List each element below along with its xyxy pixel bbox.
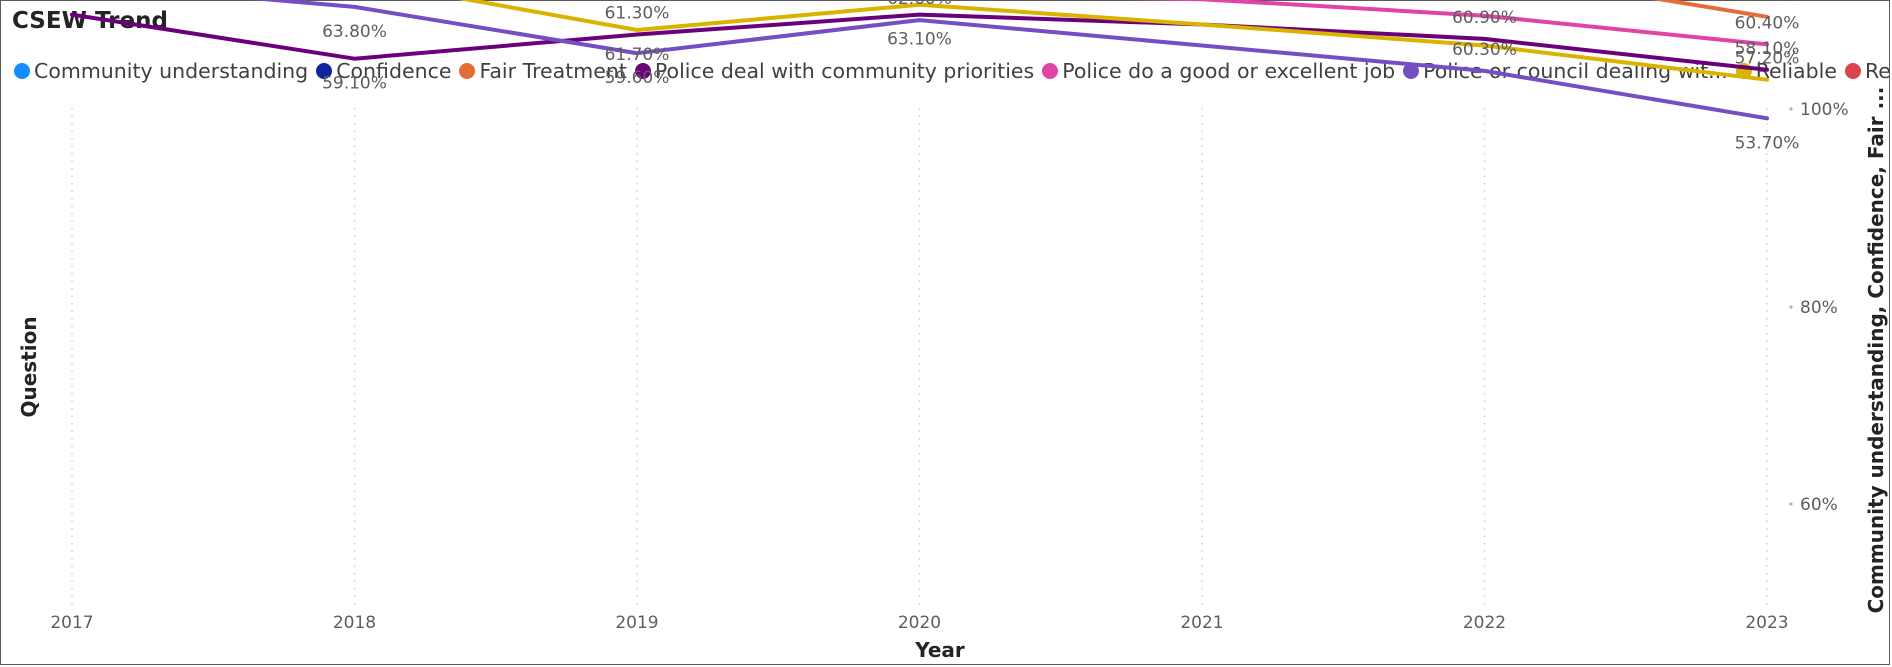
x-tick-label: 2023 xyxy=(1745,613,1788,633)
legend-item[interactable]: Police do a good or excellent job xyxy=(1042,59,1395,83)
x-tick-label: 2019 xyxy=(615,613,658,633)
data-label: 63.10% xyxy=(40,0,105,4)
data-label: 60.30% xyxy=(1452,40,1517,60)
data-label: 57.20% xyxy=(1735,49,1800,69)
legend-label: Police do a good or excellent job xyxy=(1062,59,1396,83)
chart-title: CSEW Trend xyxy=(12,8,168,34)
legend-marker xyxy=(1403,63,1420,79)
series-line[interactable] xyxy=(70,12,1769,72)
data-label: 60.40% xyxy=(1735,13,1800,33)
legend-label: Community understanding xyxy=(34,59,309,83)
legend: Community understanding Confidence Fair Tr… xyxy=(14,58,1892,84)
x-tick-label: 2018 xyxy=(333,613,376,633)
x-tick-label: 2020 xyxy=(898,613,941,633)
y-tick-label: 60% xyxy=(1800,495,1838,515)
legend-item[interactable]: Fair Treatment xyxy=(459,59,627,83)
x-tick-label: 2022 xyxy=(1463,613,1506,633)
legend-item[interactable]: Respect xyxy=(1844,59,1892,83)
y-tick-mark xyxy=(1789,305,1793,309)
data-label: 59.60% xyxy=(605,68,670,88)
y-tick-label: 80% xyxy=(1800,298,1838,318)
legend-label: Respect xyxy=(1864,59,1892,83)
legend-marker xyxy=(14,63,30,79)
legend-label: Police deal with community priorities xyxy=(654,59,1035,83)
y2-axis-title: Community understanding, Confidence, Fai… xyxy=(1864,87,1888,614)
data-label: 58.10% xyxy=(1735,39,1800,59)
gridlines xyxy=(71,108,1768,610)
x-axis-title: Year xyxy=(914,638,965,662)
series-line[interactable] xyxy=(72,0,1769,47)
legend-item[interactable]: Confidence xyxy=(316,59,451,83)
y-axis-ticks: 60% 80% 100% xyxy=(1789,100,1849,515)
legend-marker xyxy=(1042,63,1059,79)
data-label: 62.90% xyxy=(1735,0,1800,6)
data-label: 59.10% xyxy=(322,74,387,94)
data-label: 53.70% xyxy=(1735,133,1800,153)
x-tick-label: 2021 xyxy=(1180,613,1223,633)
y-tick-mark xyxy=(1789,502,1793,506)
legend-item[interactable]: Police deal with community priorities xyxy=(634,59,1035,83)
legend-item[interactable]: Community understanding xyxy=(14,59,308,83)
data-label: 63.10% xyxy=(887,30,952,50)
y-axis-title: Question xyxy=(17,316,41,417)
data-label: 60.90% xyxy=(1452,8,1517,28)
series-line[interactable] xyxy=(72,0,1769,121)
legend-marker xyxy=(634,63,651,79)
data-label: 63.80% xyxy=(322,22,387,42)
series-line[interactable] xyxy=(72,0,1769,82)
y-tick-label: 100% xyxy=(1800,100,1849,120)
x-axis-ticks: 2017 2018 2019 2020 2021 2022 2023 xyxy=(50,613,1788,633)
legend-marker xyxy=(1844,63,1861,79)
legend-marker xyxy=(459,63,476,79)
legend-label: Reliable xyxy=(1755,59,1837,83)
data-label: 61.30% xyxy=(605,4,670,24)
legend-label: Confidence xyxy=(336,59,452,83)
legend-label: Fair Treatment xyxy=(479,59,627,83)
data-label: 63.00% xyxy=(1452,0,1517,5)
x-tick-label: 2017 xyxy=(50,613,93,633)
series-lines xyxy=(70,0,1769,121)
data-label: 61.70% xyxy=(605,45,670,65)
legend-marker xyxy=(316,63,333,79)
data-label: 62.60% xyxy=(887,0,952,9)
y-tick-mark xyxy=(1789,107,1793,111)
data-labels: 75.20%77.10%75.60%70.70%69.20%83.50%79.6… xyxy=(40,0,1800,153)
